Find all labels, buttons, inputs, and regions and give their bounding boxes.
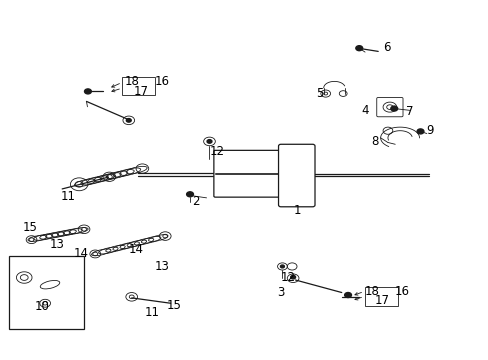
Text: 16: 16 xyxy=(394,285,409,298)
Text: 17: 17 xyxy=(134,85,149,98)
Circle shape xyxy=(344,293,351,297)
Text: 15: 15 xyxy=(166,299,181,312)
Text: 4: 4 xyxy=(361,104,368,117)
Text: 12: 12 xyxy=(209,145,224,158)
Text: 18: 18 xyxy=(124,75,139,88)
Text: 11: 11 xyxy=(61,190,75,203)
Circle shape xyxy=(290,275,295,279)
Bar xyxy=(9,256,84,329)
Text: 14: 14 xyxy=(129,243,144,256)
Bar xyxy=(122,77,154,95)
Circle shape xyxy=(390,106,397,111)
Text: 12: 12 xyxy=(280,271,295,284)
Text: 7: 7 xyxy=(405,105,413,118)
Text: 6: 6 xyxy=(383,41,390,54)
Circle shape xyxy=(186,192,193,197)
Text: 9: 9 xyxy=(426,124,433,137)
Text: 5: 5 xyxy=(316,87,323,100)
Bar xyxy=(365,287,397,306)
Text: 11: 11 xyxy=(144,306,159,319)
Text: 17: 17 xyxy=(374,294,389,307)
Circle shape xyxy=(126,118,131,122)
Circle shape xyxy=(416,129,423,134)
Circle shape xyxy=(280,265,284,268)
Text: 2: 2 xyxy=(192,195,199,208)
FancyBboxPatch shape xyxy=(213,150,308,197)
Text: 15: 15 xyxy=(23,221,38,234)
Text: 10: 10 xyxy=(34,300,49,313)
Text: 13: 13 xyxy=(50,238,64,251)
Circle shape xyxy=(355,46,362,51)
Text: 1: 1 xyxy=(293,204,300,217)
Circle shape xyxy=(206,140,211,143)
Text: 16: 16 xyxy=(154,75,169,88)
Text: 8: 8 xyxy=(370,135,378,148)
FancyBboxPatch shape xyxy=(278,144,314,207)
Text: 18: 18 xyxy=(364,285,379,298)
Text: 14: 14 xyxy=(74,247,89,260)
Circle shape xyxy=(84,89,91,94)
Text: 3: 3 xyxy=(277,286,284,299)
Text: 13: 13 xyxy=(154,260,169,273)
